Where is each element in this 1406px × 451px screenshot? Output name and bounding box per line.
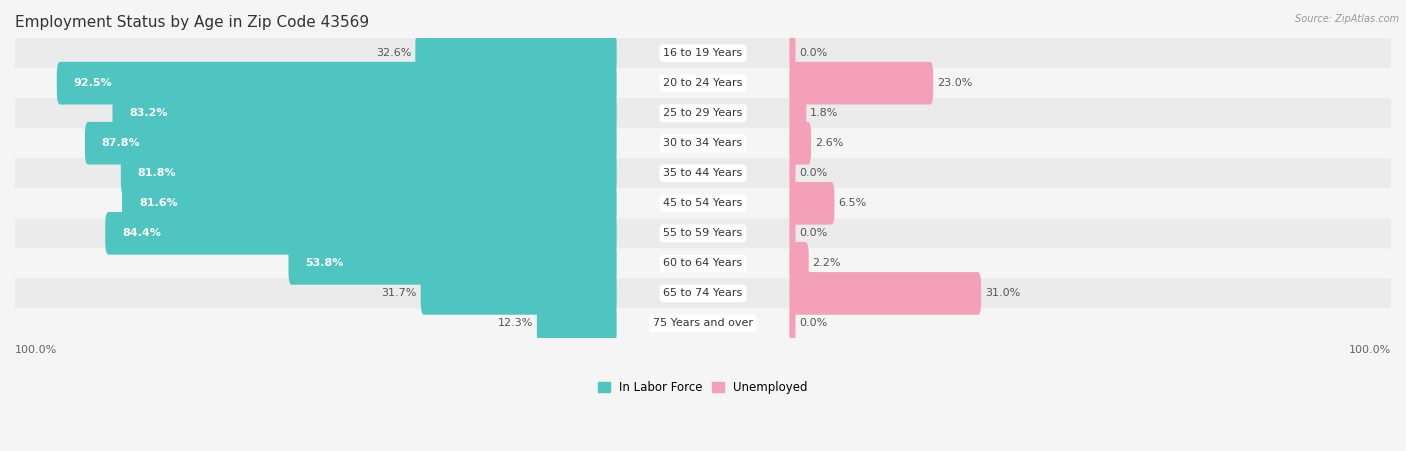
FancyBboxPatch shape — [15, 249, 1391, 278]
FancyBboxPatch shape — [789, 302, 796, 345]
Legend: In Labor Force, Unemployed: In Labor Force, Unemployed — [593, 376, 813, 399]
Text: 83.2%: 83.2% — [129, 108, 167, 118]
Text: 60 to 64 Years: 60 to 64 Years — [664, 258, 742, 268]
FancyBboxPatch shape — [789, 272, 981, 315]
Text: 12.3%: 12.3% — [498, 318, 533, 328]
FancyBboxPatch shape — [789, 212, 796, 255]
Text: 81.8%: 81.8% — [138, 168, 176, 178]
FancyBboxPatch shape — [15, 188, 1391, 218]
Text: 0.0%: 0.0% — [800, 48, 828, 58]
Text: 0.0%: 0.0% — [800, 228, 828, 238]
Text: 25 to 29 Years: 25 to 29 Years — [664, 108, 742, 118]
Text: 55 to 59 Years: 55 to 59 Years — [664, 228, 742, 238]
FancyBboxPatch shape — [15, 278, 1391, 308]
Text: 84.4%: 84.4% — [122, 228, 162, 238]
FancyBboxPatch shape — [288, 242, 617, 285]
Text: 2.2%: 2.2% — [813, 258, 841, 268]
FancyBboxPatch shape — [420, 272, 617, 315]
Text: 6.5%: 6.5% — [838, 198, 866, 208]
FancyBboxPatch shape — [105, 212, 617, 255]
FancyBboxPatch shape — [15, 128, 1391, 158]
Text: 16 to 19 Years: 16 to 19 Years — [664, 48, 742, 58]
FancyBboxPatch shape — [15, 308, 1391, 338]
Text: 31.0%: 31.0% — [984, 288, 1021, 299]
FancyBboxPatch shape — [112, 92, 617, 134]
FancyBboxPatch shape — [122, 182, 617, 225]
Text: 0.0%: 0.0% — [800, 168, 828, 178]
FancyBboxPatch shape — [789, 32, 796, 74]
FancyBboxPatch shape — [789, 152, 796, 194]
FancyBboxPatch shape — [15, 158, 1391, 188]
FancyBboxPatch shape — [15, 98, 1391, 128]
Text: 65 to 74 Years: 65 to 74 Years — [664, 288, 742, 299]
Text: 32.6%: 32.6% — [377, 48, 412, 58]
Text: Source: ZipAtlas.com: Source: ZipAtlas.com — [1295, 14, 1399, 23]
Text: 1.8%: 1.8% — [810, 108, 838, 118]
FancyBboxPatch shape — [789, 92, 806, 134]
Text: 35 to 44 Years: 35 to 44 Years — [664, 168, 742, 178]
FancyBboxPatch shape — [789, 242, 808, 285]
FancyBboxPatch shape — [56, 62, 617, 105]
FancyBboxPatch shape — [537, 302, 617, 345]
FancyBboxPatch shape — [789, 122, 811, 165]
Text: 81.6%: 81.6% — [139, 198, 177, 208]
FancyBboxPatch shape — [121, 152, 617, 194]
Text: 45 to 54 Years: 45 to 54 Years — [664, 198, 742, 208]
Text: 31.7%: 31.7% — [381, 288, 418, 299]
Text: 0.0%: 0.0% — [800, 318, 828, 328]
FancyBboxPatch shape — [15, 218, 1391, 249]
FancyBboxPatch shape — [789, 62, 934, 105]
Text: Employment Status by Age in Zip Code 43569: Employment Status by Age in Zip Code 435… — [15, 15, 370, 30]
FancyBboxPatch shape — [84, 122, 617, 165]
Text: 53.8%: 53.8% — [305, 258, 343, 268]
Text: 23.0%: 23.0% — [936, 78, 973, 88]
Text: 100.0%: 100.0% — [15, 345, 58, 355]
FancyBboxPatch shape — [15, 38, 1391, 68]
Text: 75 Years and over: 75 Years and over — [652, 318, 754, 328]
Text: 20 to 24 Years: 20 to 24 Years — [664, 78, 742, 88]
Text: 2.6%: 2.6% — [815, 138, 844, 148]
Text: 87.8%: 87.8% — [101, 138, 141, 148]
FancyBboxPatch shape — [415, 32, 617, 74]
Text: 92.5%: 92.5% — [73, 78, 112, 88]
Text: 30 to 34 Years: 30 to 34 Years — [664, 138, 742, 148]
Text: 100.0%: 100.0% — [1348, 345, 1391, 355]
FancyBboxPatch shape — [15, 68, 1391, 98]
FancyBboxPatch shape — [789, 182, 834, 225]
